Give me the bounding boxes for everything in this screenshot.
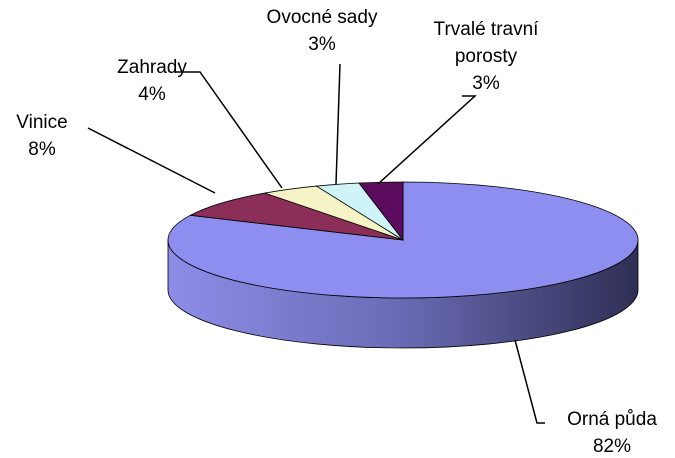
value-label: 8% (28, 139, 56, 160)
leader-line (377, 95, 477, 185)
value-label: 3% (308, 34, 336, 55)
leader-line (175, 71, 283, 189)
leader-line (335, 63, 341, 185)
slice-label: Orná půda 82% (512, 406, 675, 458)
value-label: 82% (592, 436, 632, 457)
category-label: Vinice (16, 112, 68, 133)
category-label: Trvalé travní porosty (433, 19, 539, 67)
value-label: 4% (138, 84, 166, 105)
slice-label: Vinice 8% (0, 109, 142, 163)
leader-line (514, 339, 545, 424)
leader-line (87, 127, 216, 194)
category-label: Ovocné sady (266, 7, 378, 28)
slice (189, 192, 404, 241)
value-label: 3% (472, 73, 500, 94)
category-label: Zahrady (117, 57, 187, 78)
slice-label: Trvalé travní porosty 3% (411, 16, 561, 97)
slice-label: Ovocné sady 3% (222, 4, 422, 58)
slice-label: Zahrady 4% (52, 54, 252, 108)
category-label: Orná půda (567, 409, 657, 430)
